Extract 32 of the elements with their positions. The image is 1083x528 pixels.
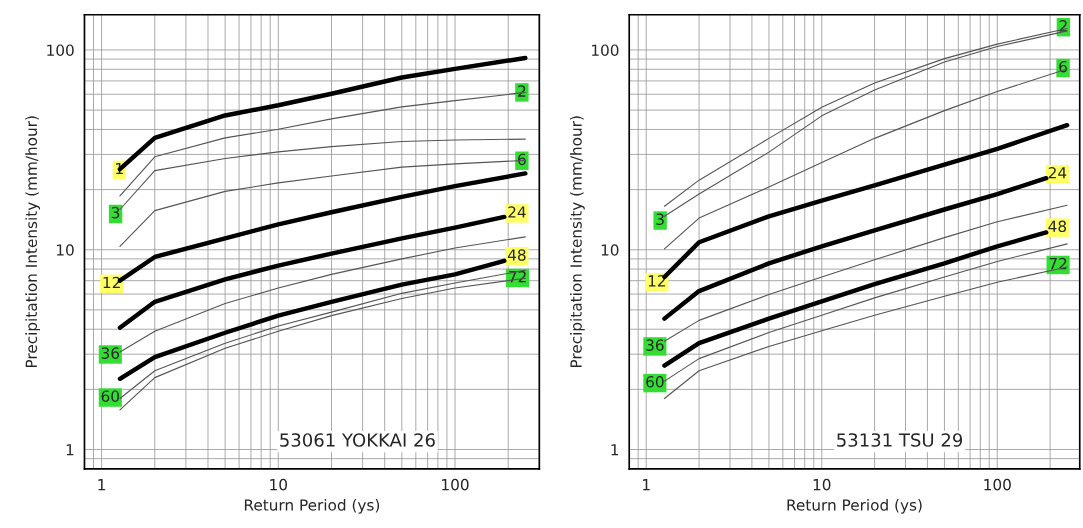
x-tick-label: 1 bbox=[643, 479, 650, 491]
annotation: 48 bbox=[507, 249, 526, 261]
annotation: 3 bbox=[656, 213, 664, 225]
y-axis-title: Precipitation Intensity (mm/hour) bbox=[25, 116, 41, 368]
y-tick-label: 1 bbox=[66, 444, 74, 456]
annotation: 53061 YOKKAI 26 bbox=[280, 433, 435, 447]
y-tick-label: 1 bbox=[611, 444, 619, 456]
y-tick-label: 10 bbox=[56, 244, 74, 256]
annotation: 3 bbox=[111, 206, 120, 219]
annotation: 24 bbox=[508, 206, 526, 218]
x-tick-label: 100 bbox=[984, 478, 1011, 491]
annotation: 36 bbox=[101, 347, 120, 359]
annotation: 53131 TSU 29 bbox=[837, 433, 963, 447]
annotation: 60 bbox=[646, 375, 664, 388]
x-tick-label: 10 bbox=[270, 478, 288, 491]
x-tick-label: 1 bbox=[98, 479, 106, 491]
y-axis-title: Precipitation Intensity (mm/hour) bbox=[570, 116, 585, 368]
x-tick-label: 100 bbox=[442, 478, 469, 491]
y-tick-label: 100 bbox=[47, 44, 74, 56]
annotation: 2 bbox=[1059, 20, 1067, 32]
x-axis-title: Return Period (ys) bbox=[244, 498, 380, 514]
annotation: 60 bbox=[101, 390, 119, 402]
y-tick-label: 100 bbox=[592, 44, 619, 56]
annotation: 72 bbox=[509, 270, 526, 283]
annotation: 24 bbox=[1048, 167, 1067, 179]
x-tick-label: 10 bbox=[813, 478, 831, 491]
annotation: 48 bbox=[1048, 220, 1067, 233]
x-axis-title: Return Period (ys) bbox=[787, 498, 922, 514]
annotation: 6 bbox=[1059, 60, 1067, 73]
y-tick-label: 10 bbox=[601, 244, 619, 256]
annotation: 72 bbox=[1049, 257, 1067, 270]
annotation: 36 bbox=[646, 339, 664, 351]
